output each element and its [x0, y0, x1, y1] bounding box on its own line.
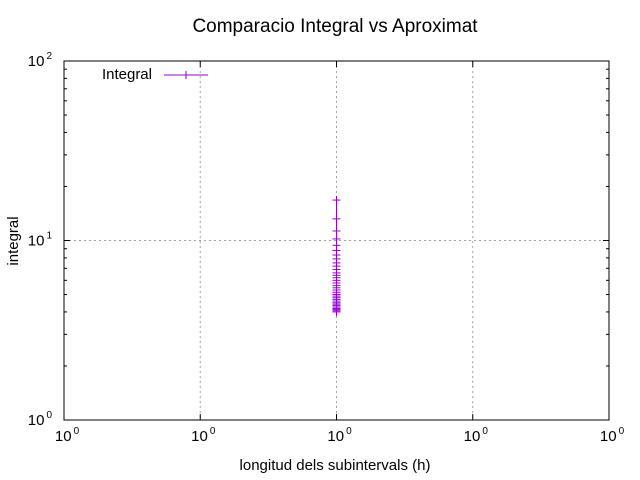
chart-title: Comparacio Integral vs Aproximat	[192, 16, 478, 37]
data-point	[332, 226, 341, 235]
x-tick-label: 10 0	[191, 426, 216, 445]
y-tick-label: 10 2	[28, 51, 53, 70]
data-point	[332, 196, 341, 205]
x-tick-label: 10 0	[464, 426, 489, 445]
y-tick-label: 10 1	[28, 231, 53, 250]
x-tick-label: 10 0	[55, 426, 80, 445]
series-layer	[332, 196, 341, 316]
axis-ticks	[63, 60, 610, 421]
x-tick-label: 10 0	[600, 426, 625, 445]
legend: Integral	[102, 66, 208, 83]
y-axis-label: integral	[5, 216, 22, 265]
data-point	[332, 214, 341, 223]
x-tick-label: 10 0	[327, 426, 352, 445]
data-point	[332, 307, 341, 316]
grid	[64, 61, 609, 420]
x-axis-label: longitud dels subintervals (h)	[240, 457, 431, 474]
axis-tick-labels: 10 0 10 0 10 0 10 0 10 010 010 110 2	[28, 51, 625, 445]
y-tick-label: 10 0	[28, 410, 53, 429]
legend-label: Integral	[102, 66, 152, 83]
